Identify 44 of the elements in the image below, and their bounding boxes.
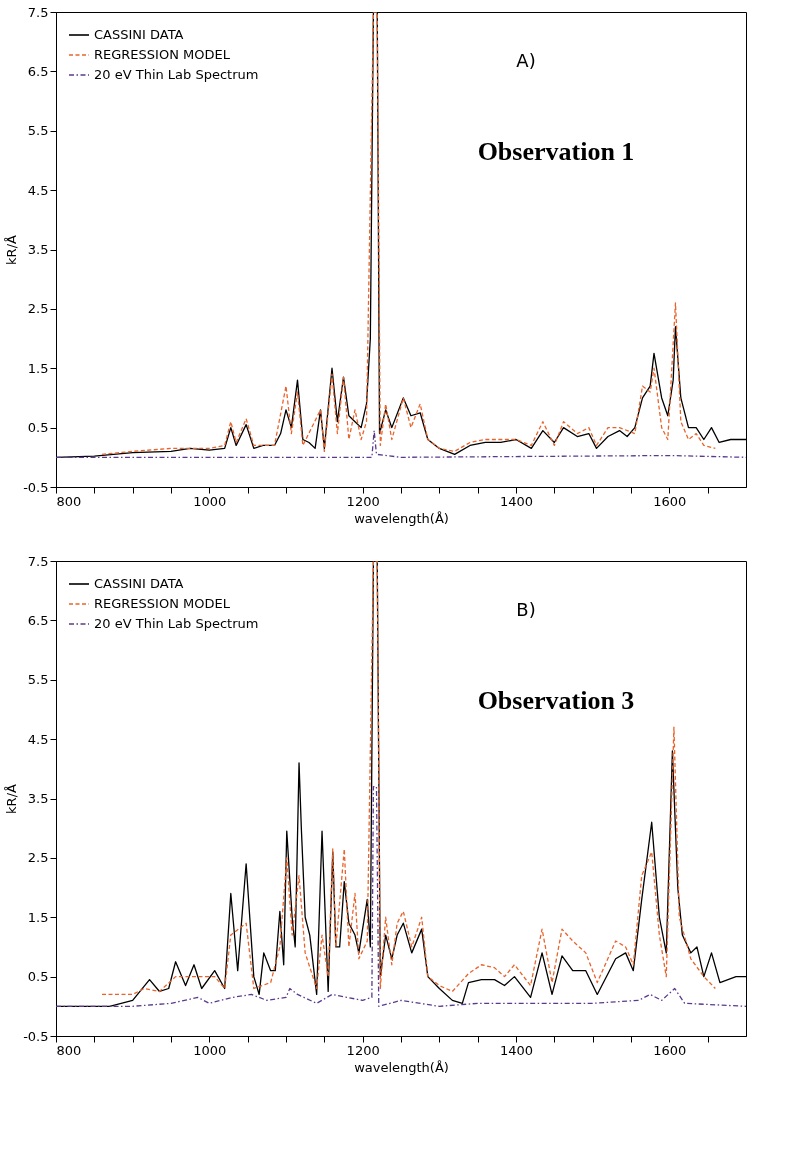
annotation: Observation 3 <box>477 686 635 715</box>
y-tick-label: 7.5 <box>27 553 49 569</box>
y-tick-label: 5.5 <box>27 672 49 688</box>
y-axis-title: kR/Å <box>4 234 20 265</box>
y-tick-label: 7.5 <box>27 4 49 20</box>
y-axis-title: kR/Å <box>4 783 20 814</box>
legend-label: REGRESSION MODEL <box>94 47 231 62</box>
y-tick-label: -0.5 <box>23 479 49 495</box>
y-tick-label: 2.5 <box>27 301 49 317</box>
legend-label: 20 eV Thin Lab Spectrum <box>94 67 259 82</box>
y-tick-label: 2.5 <box>27 850 49 866</box>
y-tick-label: 6.5 <box>27 612 49 628</box>
x-tick-label: 800 <box>56 493 82 509</box>
x-tick-label: 1400 <box>499 1042 534 1058</box>
y-tick-label: 3.5 <box>27 242 49 257</box>
y-tick-label: 1.5 <box>27 909 49 925</box>
y-tick-label: -0.5 <box>23 1028 49 1044</box>
y-tick-label: 3.5 <box>27 791 49 806</box>
annotation: A) <box>516 50 536 71</box>
y-tick-label: 4.5 <box>27 731 49 747</box>
y-tick-label: 1.5 <box>27 360 49 376</box>
y-tick-label: 4.5 <box>27 182 49 198</box>
annotation: Observation 1 <box>477 137 635 166</box>
x-tick-label: 1200 <box>346 493 380 509</box>
y-tick-label: 6.5 <box>27 63 49 79</box>
x-tick-label: 1000 <box>193 1042 227 1058</box>
legend-label: 20 eV Thin Lab Spectrum <box>94 616 259 631</box>
y-tick-label: 0.5 <box>27 420 49 436</box>
x-tick-label: 800 <box>56 1042 82 1058</box>
legend-label: CASSINI DATA <box>94 27 184 42</box>
x-tick-label: 1200 <box>346 1042 380 1058</box>
y-tick-label: 5.5 <box>27 123 49 139</box>
x-tick-label: 1600 <box>653 493 687 509</box>
x-tick-label: 1400 <box>499 493 534 509</box>
line-series <box>56 785 746 1007</box>
legend-label: CASSINI DATA <box>94 576 184 591</box>
annotation: B) <box>516 599 536 620</box>
x-axis-title: wavelength(Å) <box>354 510 449 526</box>
line-series <box>56 429 746 458</box>
x-tick-label: 1000 <box>193 493 227 509</box>
legend-label: REGRESSION MODEL <box>94 596 231 611</box>
x-axis-title: wavelength(Å) <box>354 1059 449 1075</box>
x-tick-label: 1600 <box>653 1042 687 1058</box>
y-tick-label: 0.5 <box>27 969 49 985</box>
